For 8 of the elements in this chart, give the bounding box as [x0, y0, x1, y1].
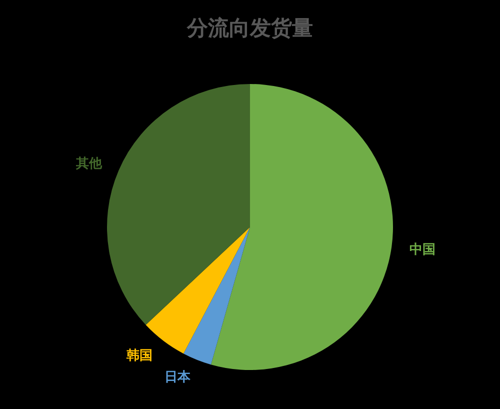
chart-title: 分流向发货量: [186, 16, 313, 40]
slice-label: 其他: [75, 156, 104, 172]
pie-slice: [210, 84, 393, 370]
pie-slice: [183, 227, 250, 365]
slice-label: 日本: [164, 370, 192, 386]
slice-label: 中国: [409, 242, 436, 258]
pie-slice: [107, 84, 250, 325]
slice-label: 韩国: [126, 348, 153, 364]
